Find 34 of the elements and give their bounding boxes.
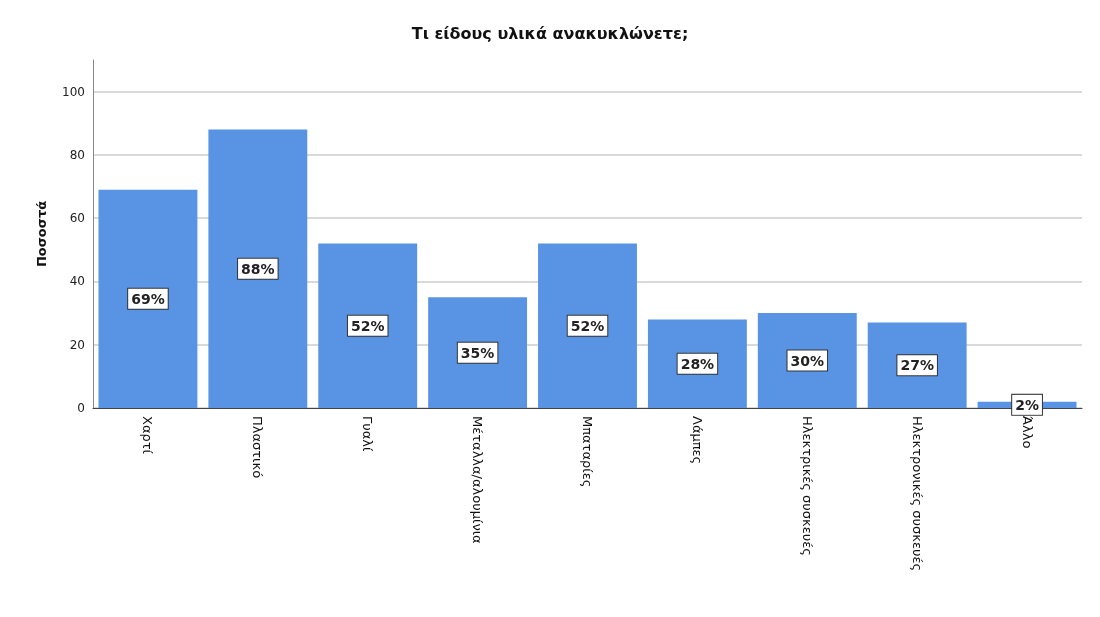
x-tick-label: Γυαλί [360, 416, 376, 453]
bar [208, 129, 308, 408]
bar [647, 319, 747, 408]
y-tick-label: 80 [69, 147, 85, 162]
x-tick-label: Λάμπες [689, 416, 705, 465]
chart-title: Τι είδους υλικά ανακυκλώνετε; [411, 23, 689, 43]
x-tick-label: Ηλεκτρικές συσκευές [799, 416, 815, 556]
x-tick-label: Μπαταρίες [580, 416, 595, 488]
y-tick-label: 60 [69, 211, 85, 226]
x-tick-label: Χαρτί [140, 416, 156, 455]
data-label: 69% [131, 290, 165, 307]
bar [98, 189, 198, 408]
data-label: 2% [1015, 396, 1039, 413]
y-tick-label: 100 [62, 84, 85, 99]
y-tick-label: 20 [69, 337, 85, 352]
y-tick-label: 0 [77, 401, 85, 415]
bar [538, 243, 637, 408]
data-label: 88% [241, 260, 275, 277]
x-tick-label: Πλαστικό [250, 416, 266, 479]
y-tick-label: 40 [69, 274, 85, 289]
bar [428, 297, 528, 408]
x-tick-label: Μέταλλα/αλουμίνια [470, 416, 486, 544]
data-label: 52% [350, 317, 385, 334]
data-label: 30% [790, 352, 825, 369]
bar [867, 322, 967, 408]
data-label: 27% [900, 357, 934, 374]
bar [318, 243, 418, 408]
data-label: 52% [570, 317, 605, 334]
data-label: 35% [460, 344, 495, 361]
data-label: 28% [680, 355, 715, 372]
y-axis-title: Ποσοστά [34, 200, 49, 268]
x-tick-label: Άλλο [1019, 416, 1035, 449]
bar [757, 313, 857, 408]
x-tick-label: Ηλεκτρονικές συσκευές [909, 416, 925, 572]
